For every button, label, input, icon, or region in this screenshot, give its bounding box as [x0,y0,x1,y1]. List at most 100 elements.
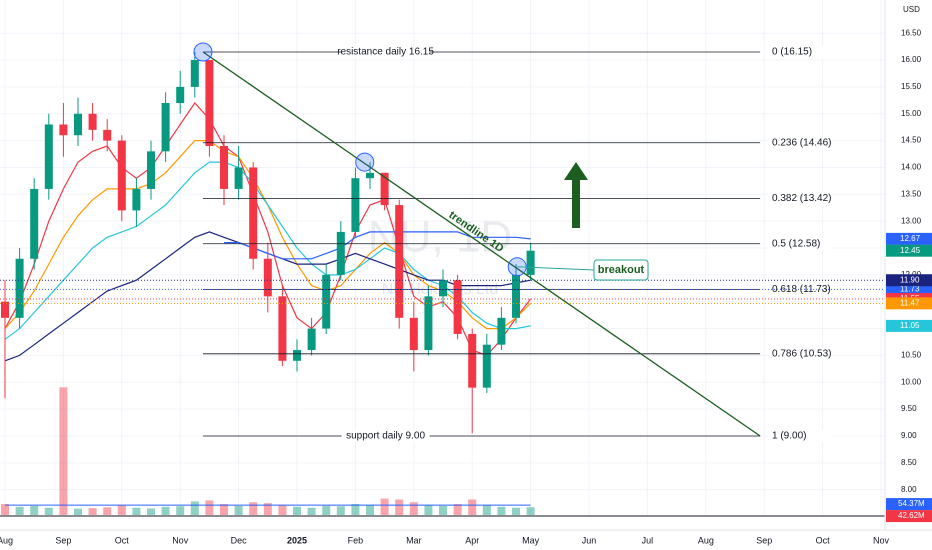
price-tag [886,297,932,310]
x-tick-label: Dec [231,535,248,545]
volume-tag-label: 42.62M [898,511,925,520]
volume-bar [468,499,477,515]
grid [0,0,885,516]
volume-bar [293,506,302,515]
fib-label-bg [768,192,832,205]
volume-bar [482,504,491,515]
trendline [202,51,761,437]
candle-body [117,140,126,211]
fib-label-bg [768,237,832,250]
fib-label: 1 (9.00) [772,431,806,442]
price-tag [886,283,932,296]
candle-body [293,350,302,361]
volume-bar [409,502,418,515]
fib-label-bg [768,347,832,360]
pivot-marker [193,42,213,62]
volume-bar [512,507,521,515]
candle-body [366,172,375,179]
candle-body [526,250,535,275]
volume-bar [88,508,97,515]
price-tag-label: 11.47 [900,298,920,307]
price-tag-label: 11.73 [900,284,920,293]
volume-bar [249,502,258,515]
volume-bar [497,506,506,515]
x-tick-label: Oct [816,535,831,545]
fib-label: 0.382 (13.42) [772,193,832,204]
candle-body [336,231,345,275]
fib-label-bg [768,429,832,442]
y-tick-label: 16.50 [901,28,922,37]
y-tick-label: 9.50 [901,404,917,413]
candle-body [88,113,97,130]
y-tick-label: 15.00 [901,109,922,118]
candle-body [497,317,506,345]
volume-bar [366,504,375,515]
volume-bar [103,507,112,515]
volume-bar [74,508,83,515]
candle-body [234,167,243,189]
volume-tag-label: 54.37M [898,499,925,508]
y-tick-label: 10.00 [901,377,922,386]
breakout-label: breakout [598,264,645,276]
y-tick-label: 13.00 [901,216,922,225]
volume-bar [278,504,287,515]
volume-bar [307,507,316,515]
candle-body [44,124,53,189]
volume-bar [44,507,53,515]
x-tick-label: Sep [55,535,71,545]
volume-bar [190,501,199,515]
volume-bar [0,504,9,515]
volume-bar [117,504,126,515]
candle-body [103,129,112,141]
y-tick-label: 9.00 [901,431,917,440]
candle-body [351,178,360,232]
price-tag [886,319,932,332]
x-tick-label: Feb [348,535,364,545]
volume-bar [526,507,535,515]
volume-bar [351,504,360,515]
axes: 8.008.509.009.5010.0010.5011.0011.5012.0… [0,28,932,545]
volume-bar [15,506,24,515]
x-tick-label: Jul [642,535,654,545]
y-tick-label: 14.00 [901,163,922,172]
fib-label: 0.786 (10.53) [772,348,832,359]
candle-body [59,124,68,136]
volume-tag [886,498,932,511]
callout-line [517,266,595,271]
candle-body [380,172,389,206]
price-tag [886,232,932,245]
fib-label-bg [768,45,832,58]
x-tick-label: Apr [465,535,479,545]
volume-bar [176,506,185,515]
volume-bar [220,504,229,515]
candle-body [512,274,521,318]
support-label: support daily 9.00 [346,431,425,442]
candle-body [482,344,491,388]
x-tick-label: Aug [0,535,13,545]
candle-body [453,280,462,334]
volume-bar [234,505,243,515]
price-tag [886,244,932,257]
resistance-label: resistance daily 16.15 [337,47,434,58]
candle-body [263,258,272,297]
y-tick-label: 8.50 [901,458,917,467]
volume-bar [395,499,404,515]
volume-bar [147,508,156,515]
x-tick-label: Sep [756,535,772,545]
volume-bar [453,504,462,515]
x-tick-label: Jun [582,535,597,545]
candle-body [468,333,477,388]
price-tag-label: 12.67 [900,234,921,243]
candle-body [147,151,156,189]
x-tick-label: Oct [115,535,130,545]
fib-label-bg [768,136,832,149]
candle-body [424,296,433,351]
candle-body [322,274,331,329]
volume-bar [439,505,448,515]
y-tick-label: 10.50 [901,351,922,360]
candle-body [220,145,229,189]
volume-bar [322,505,331,515]
volume-bar [263,503,272,515]
y-tick-label: 13.50 [901,189,922,198]
